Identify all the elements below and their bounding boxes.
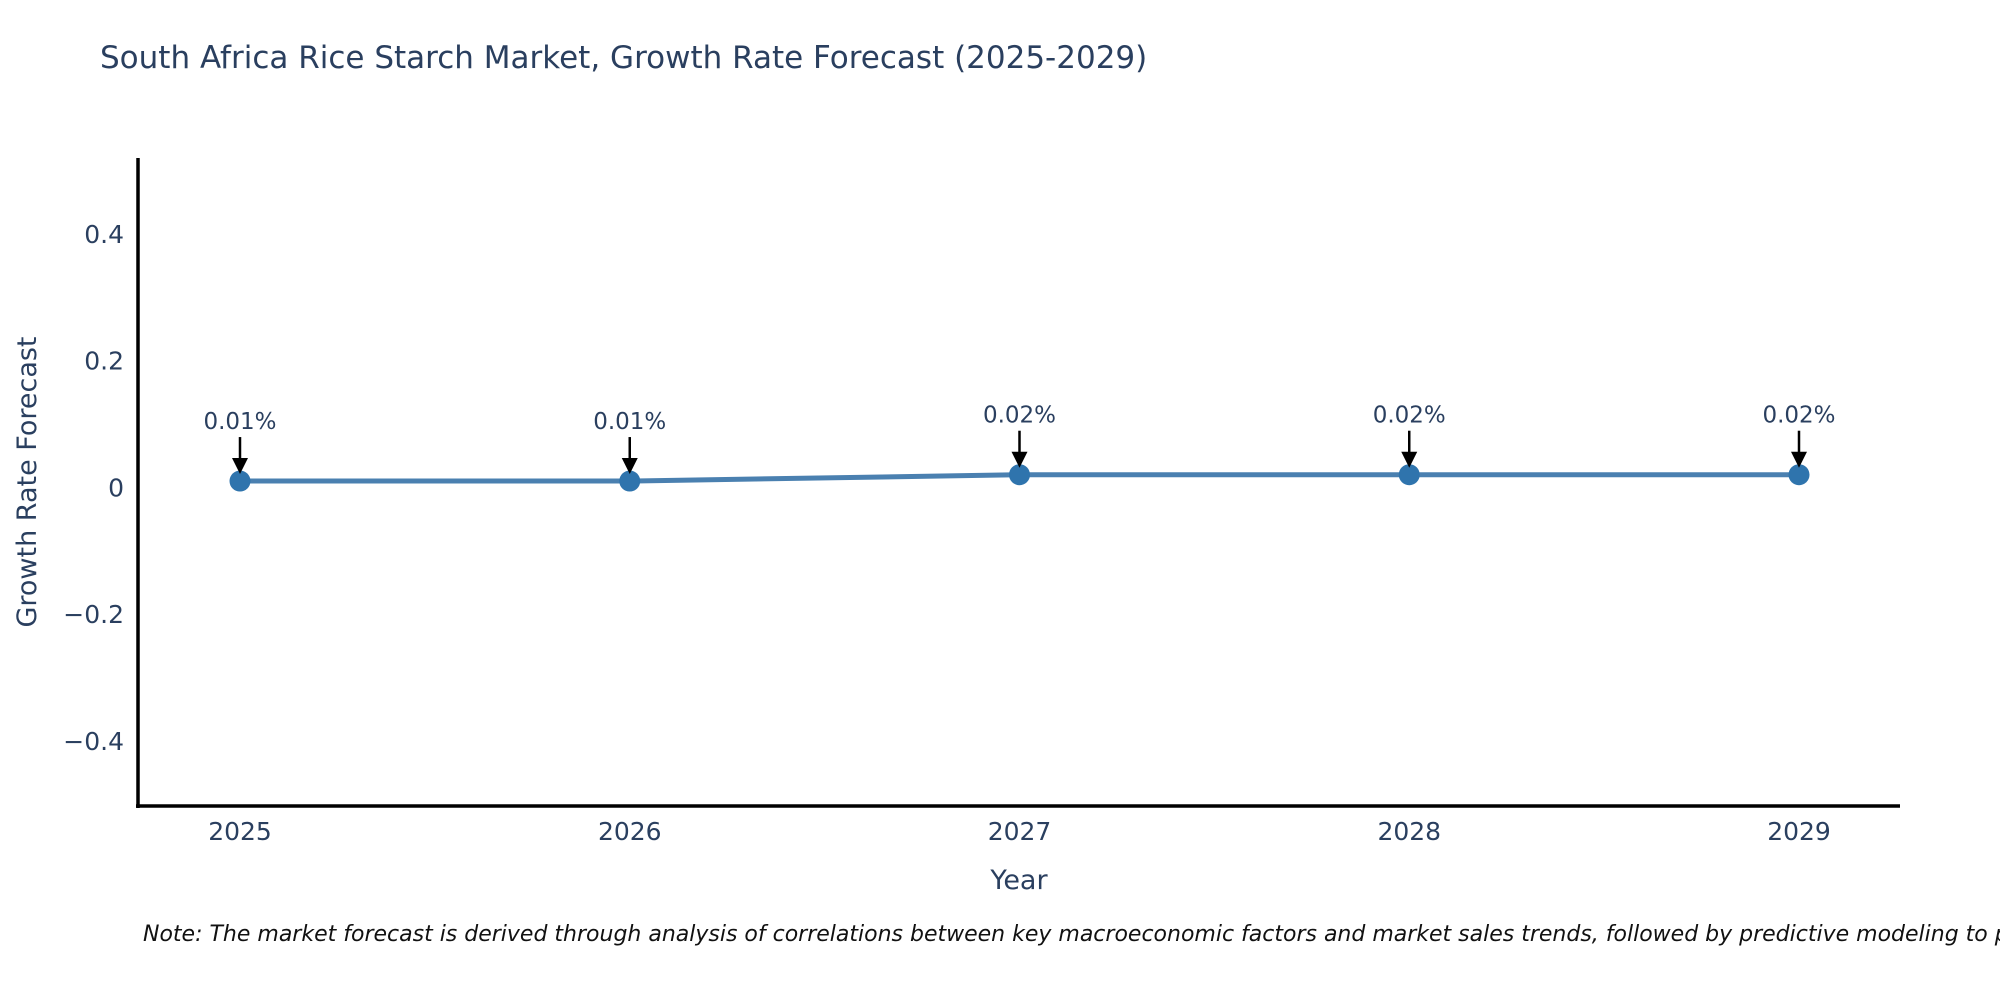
- x-tick-label: 2028: [1377, 817, 1441, 846]
- data-point[interactable]: [1009, 464, 1030, 486]
- annotation-arrowhead-icon: [1791, 451, 1807, 468]
- annotation-arrowhead-icon: [1011, 451, 1028, 468]
- point-annotation-label: 0.02%: [983, 403, 1056, 429]
- y-tick-label: 0.2: [84, 347, 124, 376]
- point-annotation-label: 0.02%: [1373, 403, 1446, 429]
- y-tick-label: −0.2: [63, 600, 124, 629]
- annotation-arrowhead-icon: [621, 458, 638, 475]
- point-annotation-label: 0.02%: [1762, 403, 1835, 429]
- x-axis-title: Year: [989, 865, 1048, 896]
- x-tick-label: 2026: [598, 817, 662, 846]
- data-point[interactable]: [1788, 464, 1810, 486]
- point-annotation-label: 0.01%: [593, 409, 666, 435]
- y-axis-title: Growth Rate Forecast: [12, 336, 43, 627]
- x-tick-label: 2025: [208, 817, 272, 846]
- x-tick-label: 2029: [1767, 817, 1831, 846]
- y-tick-label: −0.4: [63, 727, 124, 756]
- footnote: Note: The market forecast is derived thr…: [143, 922, 2000, 947]
- data-point[interactable]: [229, 470, 251, 492]
- y-tick-label: 0: [108, 473, 124, 502]
- annotation-arrowhead-icon: [1401, 451, 1418, 468]
- point-annotation-label: 0.01%: [203, 409, 276, 435]
- data-point[interactable]: [1398, 464, 1420, 486]
- annotation-arrowhead-icon: [232, 458, 248, 475]
- x-tick-label: 2027: [988, 817, 1052, 846]
- chart-title: South Africa Rice Starch Market, Growth …: [100, 40, 1148, 76]
- y-tick-label: 0.4: [84, 220, 124, 249]
- data-point[interactable]: [619, 470, 641, 492]
